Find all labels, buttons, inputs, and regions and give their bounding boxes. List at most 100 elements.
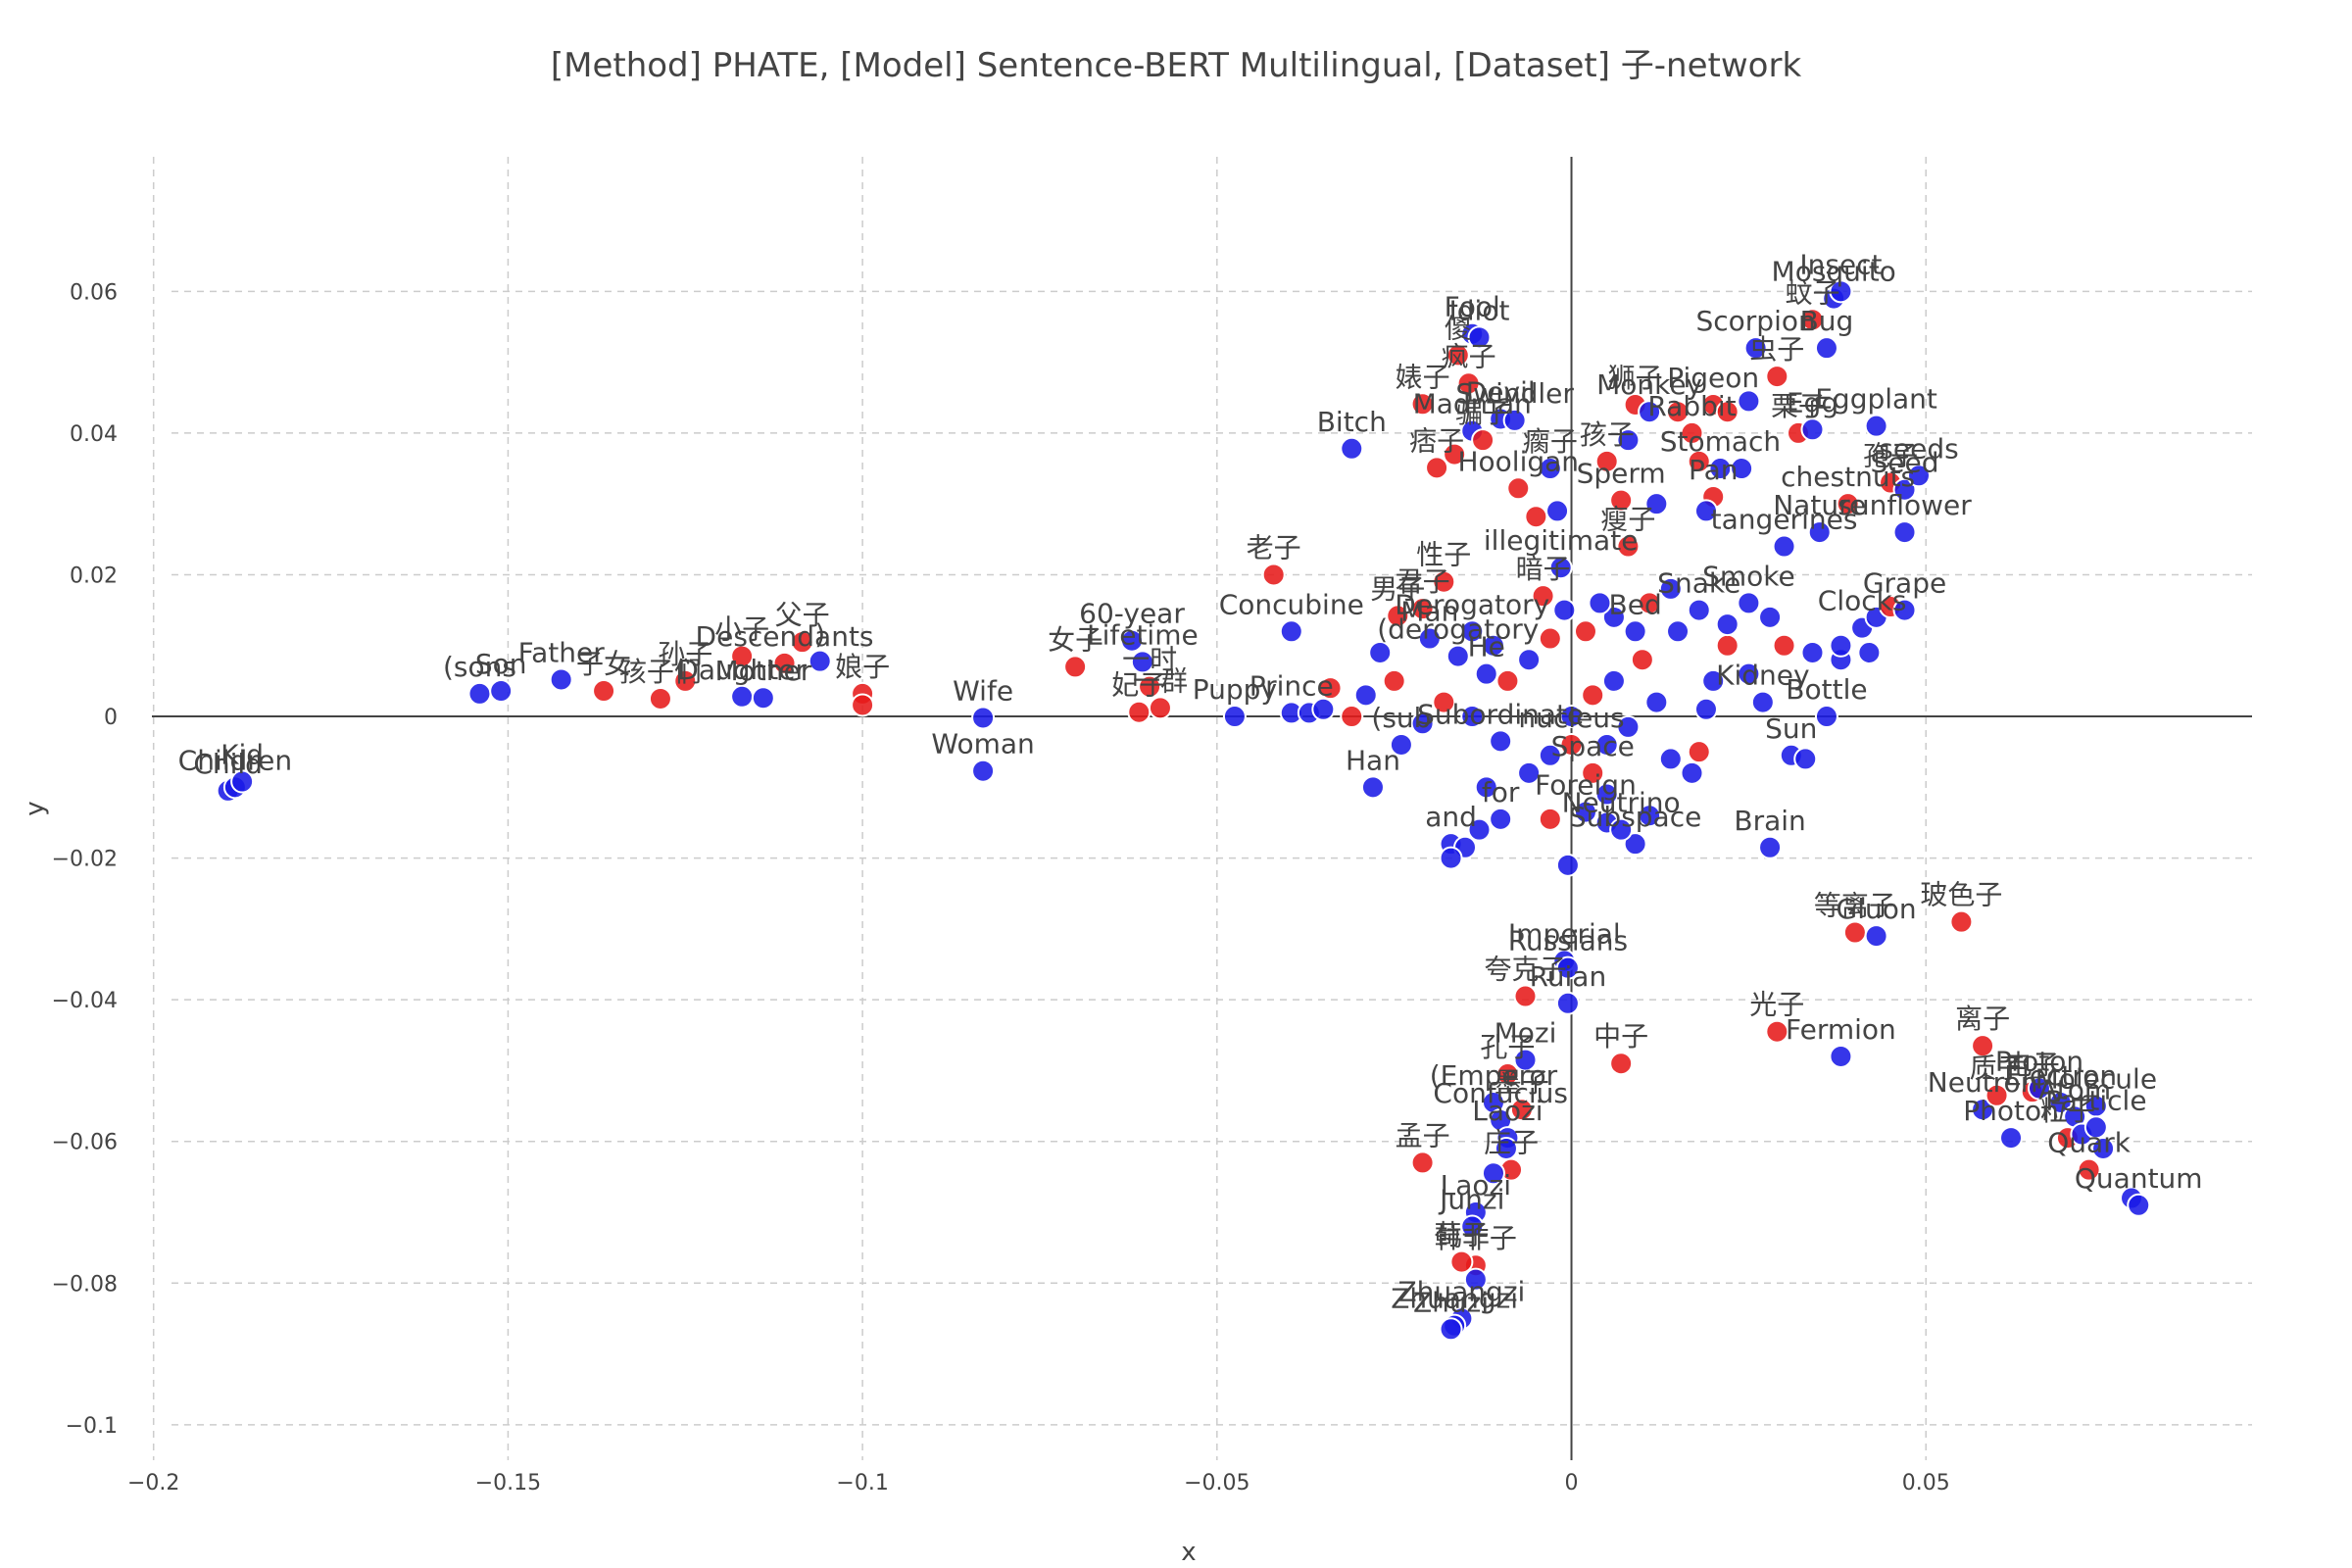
point-label: nucleus <box>1518 702 1624 734</box>
point-label: Madman <box>1413 388 1532 420</box>
data-point <box>1623 619 1647 644</box>
point-label: 等离子 <box>1814 889 1896 921</box>
point-label: Gluon <box>1837 893 1917 925</box>
point-label: Son <box>475 648 527 680</box>
data-point <box>1463 1267 1488 1292</box>
y-tick-label: 0 <box>104 706 118 730</box>
point-label: 离子 <box>1955 1003 2010 1035</box>
point-label: 孩子们 <box>619 656 702 688</box>
point-label: 瘸子 <box>1523 425 1578 458</box>
data-point <box>1609 488 1634 513</box>
data-point <box>1502 408 1527 432</box>
point-label: Scorpion <box>1695 305 1815 337</box>
data-point <box>1318 676 1343 701</box>
point-label: 一群 <box>1133 664 1188 697</box>
point-label: Mosquito <box>1772 256 1896 288</box>
data-point <box>1353 683 1378 708</box>
data-point <box>2027 1076 2051 1101</box>
data-point <box>1693 499 1718 523</box>
point-label: Laozi <box>1472 1095 1543 1127</box>
data-point <box>1439 1317 1463 1342</box>
point-label: Confucius <box>1433 1077 1568 1109</box>
data-point <box>1687 740 1711 764</box>
point-label: Grape <box>1863 567 1946 600</box>
data-point <box>648 686 672 710</box>
point-label: Stomach <box>1660 425 1781 458</box>
point-label: 暗子 <box>1516 553 1571 585</box>
data-point <box>1829 633 1853 658</box>
data-point <box>1467 817 1492 842</box>
point-label: 君子 <box>1396 565 1450 598</box>
data-point <box>1417 626 1442 651</box>
data-point <box>1906 464 1931 488</box>
data-point <box>1892 520 1917 545</box>
data-point <box>1279 619 1303 644</box>
point-label: Proton <box>1995 1046 2083 1078</box>
data-point <box>1864 924 1888 949</box>
data-point <box>1971 1098 1995 1122</box>
point-label: Quark <box>2047 1127 2131 1159</box>
point-label: Russians <box>1508 925 1628 957</box>
point-label: 子女 <box>576 648 631 680</box>
point-label: Seed <box>1871 447 1939 479</box>
data-point <box>1471 428 1495 453</box>
point-label: Egg <box>1787 386 1838 418</box>
data-point <box>230 769 255 794</box>
point-label: Foreign <box>1535 769 1637 802</box>
point-label: Kidney <box>1716 660 1809 692</box>
point-label: Smoke <box>1702 560 1795 592</box>
data-point <box>1548 556 1573 580</box>
data-point <box>1743 336 1768 361</box>
x-tick-label: −0.15 <box>475 1471 541 1495</box>
data-point <box>1538 457 1562 481</box>
data-point <box>1588 591 1612 615</box>
data-point <box>1601 605 1626 629</box>
point-label: Pan <box>1689 454 1739 486</box>
point-label: Ruian <box>1530 960 1607 993</box>
data-point <box>1687 449 1711 473</box>
data-point <box>1360 775 1385 800</box>
point-label: 夸克子 <box>1484 954 1566 986</box>
data-point <box>1609 1052 1634 1076</box>
data-point <box>1513 984 1538 1008</box>
data-point <box>1807 520 1832 545</box>
data-point <box>1971 1034 1995 1058</box>
point-label: Hooligan <box>1457 445 1579 477</box>
data-point <box>1573 619 1597 644</box>
data-point <box>971 759 996 783</box>
point-label: Neutron <box>1928 1066 2038 1099</box>
point-label: Junzi <box>1438 1183 1504 1215</box>
point-label: Subordinate <box>1417 698 1584 730</box>
data-point <box>1701 668 1726 693</box>
point-label: Subspace <box>1569 801 1701 833</box>
data-point <box>673 668 698 693</box>
point-label: Monkey <box>1596 368 1702 401</box>
data-point <box>1800 417 1825 442</box>
data-point <box>1730 457 1754 481</box>
point-label: 性子 <box>1416 539 1471 571</box>
point-label: 孢子 <box>1863 440 1918 472</box>
point-label: Kid <box>220 739 264 771</box>
point-label: Molecule <box>2035 1063 2157 1096</box>
data-point <box>1340 436 1364 461</box>
data-point <box>1386 604 1410 628</box>
data-point <box>730 644 755 668</box>
point-label: 60-year <box>1079 598 1185 630</box>
data-point <box>1693 697 1718 721</box>
point-label: Nature <box>1773 489 1866 521</box>
point-label: for <box>1482 776 1520 808</box>
data-point <box>1601 668 1626 693</box>
point-label: 骗子 <box>1455 397 1510 429</box>
point-label: 婊子 <box>1396 361 1450 393</box>
point-label: 狮子 <box>1608 362 1663 394</box>
data-point <box>1715 400 1740 424</box>
y-axis-title: y <box>21 801 50 815</box>
data-point <box>1555 991 1580 1015</box>
data-point <box>1311 697 1336 721</box>
point-label: 韩非子 <box>1435 1222 1517 1254</box>
data-point <box>1609 817 1634 842</box>
point-label: Insect <box>1799 248 1882 280</box>
point-label: Children <box>178 744 293 776</box>
data-point <box>1687 598 1711 622</box>
x-tick-label: 0.05 <box>1902 1471 1950 1495</box>
